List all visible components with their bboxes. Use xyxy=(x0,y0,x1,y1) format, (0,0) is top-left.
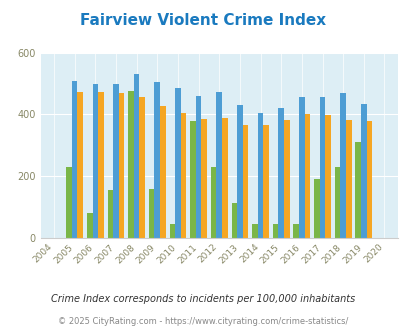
Bar xyxy=(113,83,119,238)
Bar xyxy=(319,97,324,238)
Bar xyxy=(77,92,83,238)
Bar xyxy=(222,118,227,238)
Bar xyxy=(154,82,160,238)
Bar xyxy=(160,106,165,238)
Bar xyxy=(190,120,195,238)
Text: © 2025 CityRating.com - https://www.cityrating.com/crime-statistics/: © 2025 CityRating.com - https://www.city… xyxy=(58,317,347,326)
Bar xyxy=(169,224,175,238)
Bar xyxy=(119,93,124,238)
Bar xyxy=(263,124,268,238)
Bar xyxy=(272,224,278,238)
Bar xyxy=(201,119,207,238)
Bar xyxy=(175,88,180,238)
Bar xyxy=(304,115,309,238)
Bar xyxy=(98,92,103,238)
Bar xyxy=(257,113,263,238)
Bar xyxy=(360,104,366,238)
Bar xyxy=(180,113,186,238)
Bar xyxy=(298,97,304,238)
Bar xyxy=(210,167,216,238)
Bar xyxy=(313,179,319,238)
Bar xyxy=(334,167,339,238)
Bar xyxy=(283,120,289,238)
Text: Crime Index corresponds to incidents per 100,000 inhabitants: Crime Index corresponds to incidents per… xyxy=(51,294,354,304)
Bar xyxy=(149,189,154,238)
Bar xyxy=(139,97,145,238)
Bar xyxy=(134,74,139,238)
Bar xyxy=(345,120,351,238)
Bar xyxy=(242,125,247,238)
Bar xyxy=(216,92,222,238)
Bar xyxy=(107,190,113,238)
Bar xyxy=(87,213,92,238)
Bar xyxy=(354,142,360,238)
Bar xyxy=(293,224,298,238)
Bar xyxy=(278,108,283,238)
Bar xyxy=(237,105,242,238)
Bar xyxy=(252,224,257,238)
Text: Fairview Violent Crime Index: Fairview Violent Crime Index xyxy=(80,13,325,28)
Bar xyxy=(231,203,237,238)
Bar xyxy=(72,81,77,238)
Bar xyxy=(66,167,72,238)
Bar xyxy=(195,96,201,238)
Bar xyxy=(92,83,98,238)
Bar xyxy=(324,115,330,238)
Bar xyxy=(366,121,371,238)
Bar xyxy=(339,93,345,238)
Bar xyxy=(128,91,134,238)
